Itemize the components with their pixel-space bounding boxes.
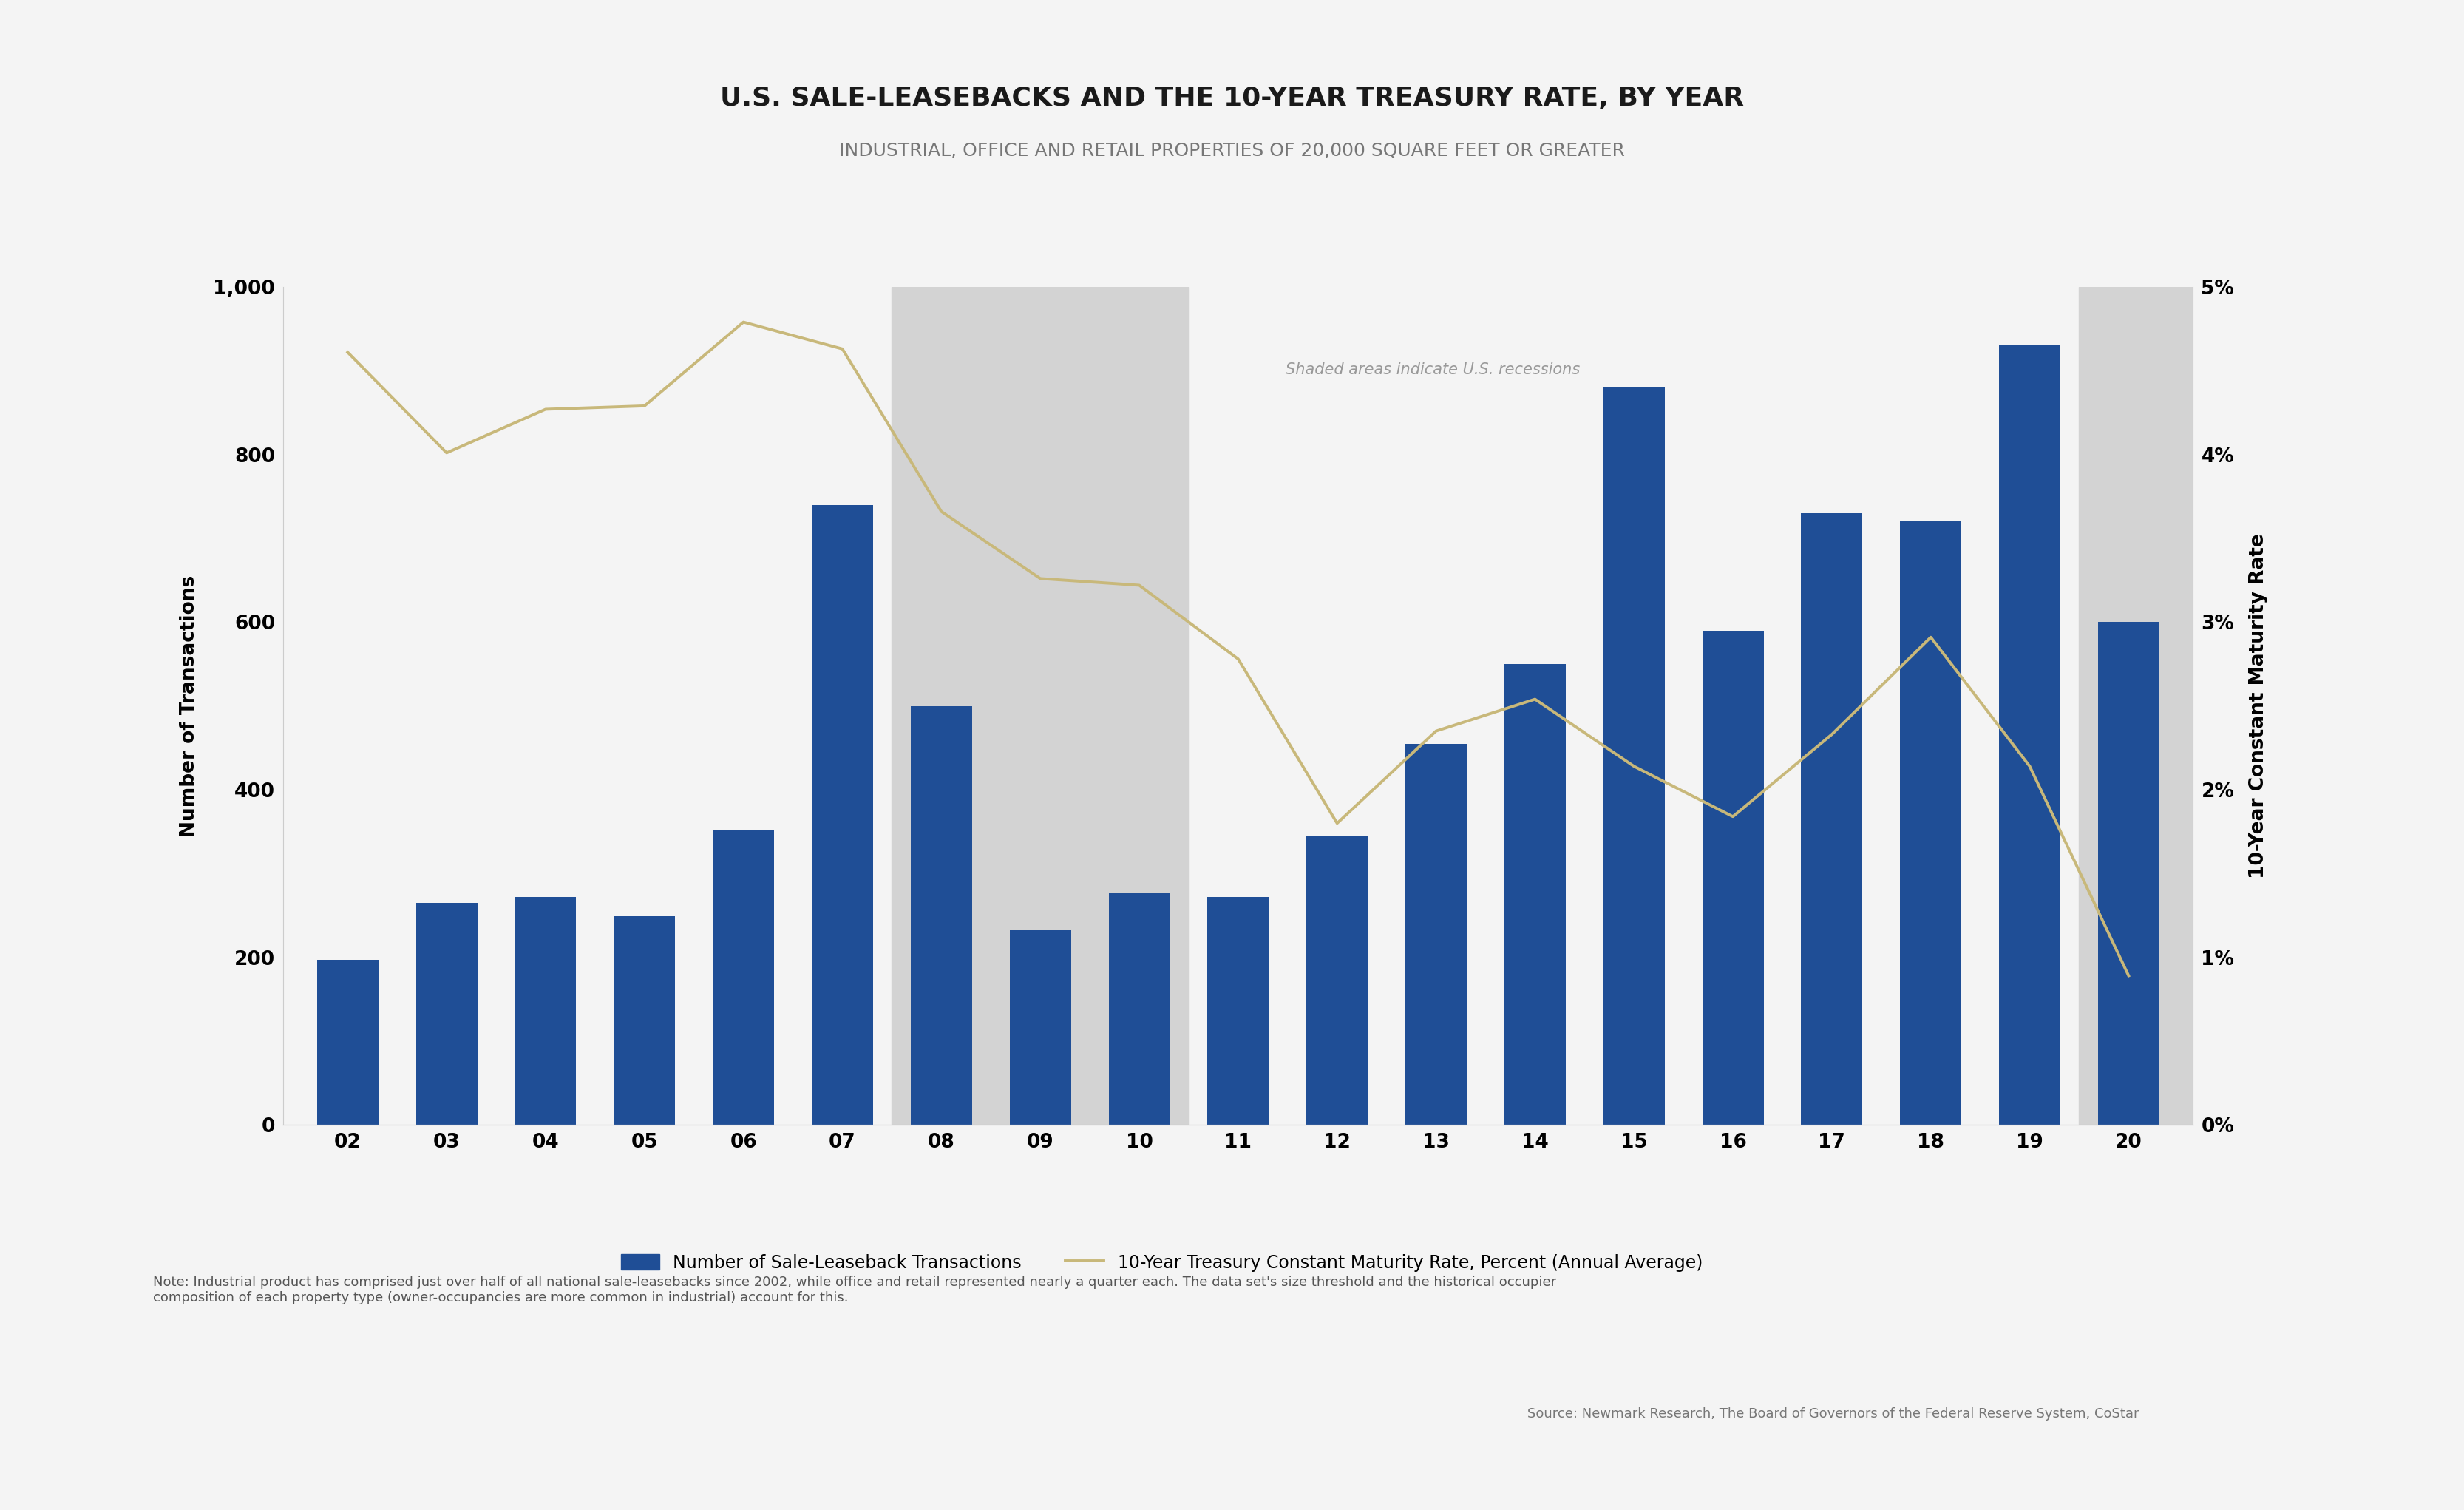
Bar: [1306, 837, 1368, 1125]
Bar: [1900, 521, 1961, 1125]
Bar: [1010, 930, 1072, 1125]
Y-axis label: 10-Year Constant Maturity Rate: 10-Year Constant Maturity Rate: [2250, 533, 2267, 879]
Bar: [2080, 287, 2203, 1125]
Bar: [712, 831, 774, 1125]
Bar: [614, 917, 675, 1125]
Bar: [1207, 897, 1269, 1125]
Bar: [1801, 513, 1863, 1125]
Bar: [892, 287, 1188, 1125]
Text: U.S. SALE-LEASEBACKS AND THE 10-YEAR TREASURY RATE, BY YEAR: U.S. SALE-LEASEBACKS AND THE 10-YEAR TRE…: [719, 86, 1745, 110]
Bar: [1998, 346, 2060, 1125]
Bar: [1703, 631, 1764, 1125]
Bar: [318, 960, 379, 1125]
Text: Shaded areas indicate U.S. recessions: Shaded areas indicate U.S. recessions: [1286, 362, 1579, 378]
Text: Source: Newmark Research, The Board of Governors of the Federal Reserve System, : Source: Newmark Research, The Board of G…: [1528, 1407, 2139, 1421]
Legend: Number of Sale-Leaseback Transactions, 10-Year Treasury Constant Maturity Rate, : Number of Sale-Leaseback Transactions, 1…: [614, 1247, 1710, 1279]
Text: INDUSTRIAL, OFFICE AND RETAIL PROPERTIES OF 20,000 SQUARE FEET OR GREATER: INDUSTRIAL, OFFICE AND RETAIL PROPERTIES…: [840, 142, 1624, 160]
Bar: [811, 504, 872, 1125]
Bar: [515, 897, 577, 1125]
Y-axis label: Number of Transactions: Number of Transactions: [180, 575, 200, 837]
Bar: [1604, 388, 1666, 1125]
Bar: [1404, 743, 1466, 1125]
Bar: [2097, 622, 2158, 1125]
Bar: [1506, 664, 1565, 1125]
Bar: [912, 707, 971, 1125]
Text: Note: Industrial product has comprised just over half of all national sale-lease: Note: Industrial product has comprised j…: [153, 1276, 1555, 1305]
Bar: [1109, 892, 1170, 1125]
Bar: [416, 903, 478, 1125]
